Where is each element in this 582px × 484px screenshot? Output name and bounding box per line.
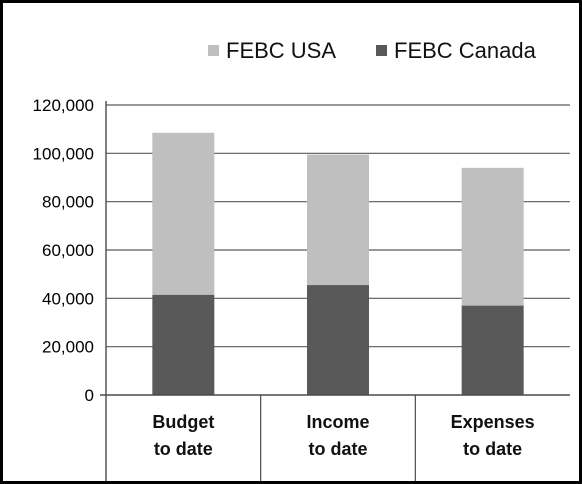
legend-swatch-febc-usa (208, 45, 219, 56)
bar-febc-canada-1 (307, 285, 369, 395)
y-tick-label: 80,000 (42, 193, 94, 212)
bars (152, 132, 524, 395)
y-tick-label: 40,000 (42, 289, 94, 308)
y-tick-label: 20,000 (42, 338, 94, 357)
bar-febc-canada-2 (461, 305, 524, 395)
legend-label: FEBC USA (226, 38, 336, 63)
category-label: to date (308, 439, 367, 459)
stacked-bar-chart: FEBC USA FEBC Canada 0 20,000 40,000 60,000 8… (33, 38, 570, 481)
category-label: Budget (152, 412, 214, 432)
y-tick-label: 60,000 (42, 241, 94, 260)
bar-febc-usa-2 (461, 167, 524, 306)
y-tick-label: 100,000 (33, 144, 94, 163)
bar-febc-usa-1 (307, 154, 369, 286)
axes (100, 101, 570, 481)
bar-febc-usa-0 (152, 132, 215, 295)
legend: FEBC USA FEBC Canada (208, 38, 537, 63)
category-label: Income (306, 412, 369, 432)
y-tick-label: 0 (85, 386, 94, 405)
category-label: to date (463, 439, 522, 459)
category-label: to date (154, 439, 213, 459)
y-tick-label: 120,000 (33, 96, 94, 115)
bar-febc-canada-0 (152, 294, 215, 395)
category-label: Expenses (451, 412, 535, 432)
category-labels: Budget to date Income to date Expenses to dat… (152, 412, 534, 459)
legend-swatch-febc-canada (376, 45, 387, 56)
y-axis-ticks: 0 20,000 40,000 60,000 80,000 100,000 120,000 (33, 96, 94, 405)
legend-label: FEBC Canada (394, 38, 537, 63)
